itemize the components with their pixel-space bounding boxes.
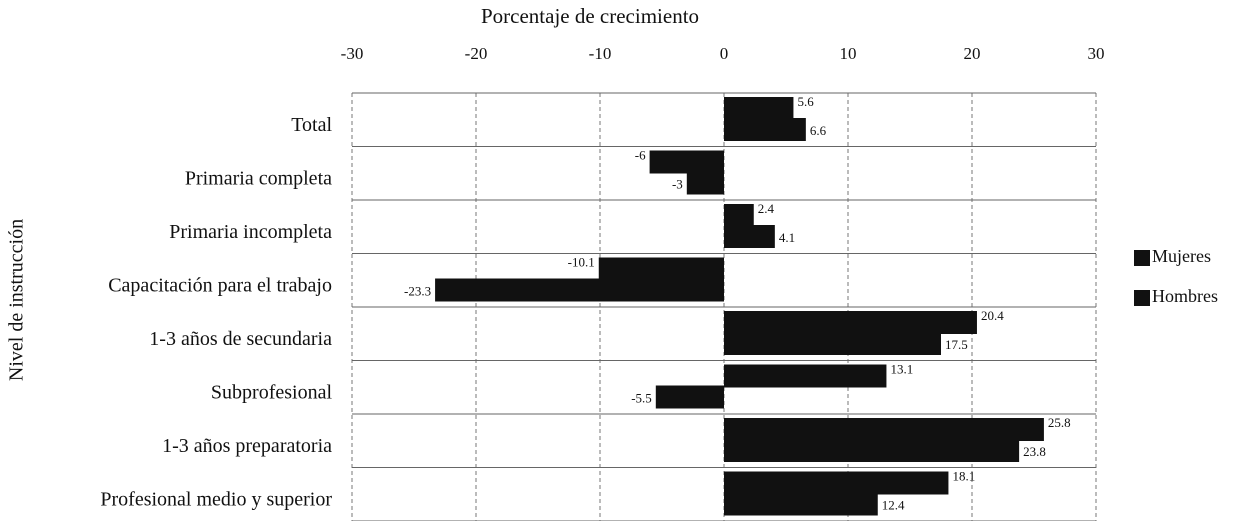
bar bbox=[724, 118, 806, 141]
value-label: -5.5 bbox=[631, 390, 652, 405]
y-tick-label: 1-3 años de secundaria bbox=[149, 328, 332, 350]
value-label: -10.1 bbox=[568, 254, 595, 269]
y-tick-label: Profesional medio y superior bbox=[100, 488, 332, 510]
bar bbox=[649, 150, 724, 174]
bar bbox=[724, 492, 878, 516]
bar bbox=[655, 385, 724, 409]
bar bbox=[724, 439, 1020, 462]
value-label: 20.4 bbox=[981, 308, 1004, 323]
value-label: 23.8 bbox=[1023, 444, 1046, 459]
bar bbox=[724, 418, 1044, 441]
y-axis-label: Nivel de instrucción bbox=[6, 219, 28, 381]
y-tick-label: 1-3 años preparatoria bbox=[162, 435, 332, 457]
bar bbox=[435, 278, 724, 302]
x-tick-label: -10 bbox=[589, 44, 612, 63]
bar bbox=[724, 204, 754, 227]
legend-label: Mujeres bbox=[1152, 246, 1211, 266]
y-tick-label: Capacitación para el trabajo bbox=[108, 274, 332, 296]
legend-label: Hombres bbox=[1152, 286, 1218, 306]
chart-title: Porcentaje de crecimiento bbox=[481, 4, 699, 28]
value-label: 17.5 bbox=[945, 337, 968, 352]
value-label: -23.3 bbox=[404, 283, 431, 298]
value-label: 2.4 bbox=[758, 201, 775, 216]
value-label: 25.8 bbox=[1048, 415, 1071, 430]
bar bbox=[724, 311, 977, 334]
value-label: 6.6 bbox=[810, 123, 827, 138]
value-label: -6 bbox=[635, 147, 646, 162]
y-tick-label: Primaria completa bbox=[185, 167, 332, 189]
x-tick-label: -20 bbox=[465, 44, 488, 63]
x-tick-label: 20 bbox=[964, 44, 981, 63]
bar bbox=[724, 225, 775, 248]
x-tick-label: 30 bbox=[1088, 44, 1105, 63]
y-tick-label: Total bbox=[291, 114, 332, 136]
legend-swatch bbox=[1134, 290, 1150, 306]
value-label: 18.1 bbox=[952, 468, 975, 483]
bar bbox=[724, 364, 887, 388]
value-label: 13.1 bbox=[890, 361, 913, 376]
value-label: 4.1 bbox=[779, 230, 795, 245]
bar bbox=[724, 332, 941, 355]
legend-swatch bbox=[1134, 250, 1150, 266]
x-tick-label: 0 bbox=[720, 44, 729, 63]
value-label: 5.6 bbox=[797, 94, 814, 109]
bar bbox=[686, 171, 724, 195]
y-tick-label: Subprofesional bbox=[211, 381, 333, 403]
y-tick-label: Primaria incompleta bbox=[169, 221, 332, 243]
value-label: -3 bbox=[672, 176, 683, 191]
bar bbox=[724, 471, 949, 495]
bar bbox=[598, 257, 724, 281]
x-tick-label: 10 bbox=[840, 44, 857, 63]
value-label: 12.4 bbox=[882, 497, 905, 512]
x-tick-label: -30 bbox=[341, 44, 364, 63]
bar bbox=[724, 97, 794, 120]
